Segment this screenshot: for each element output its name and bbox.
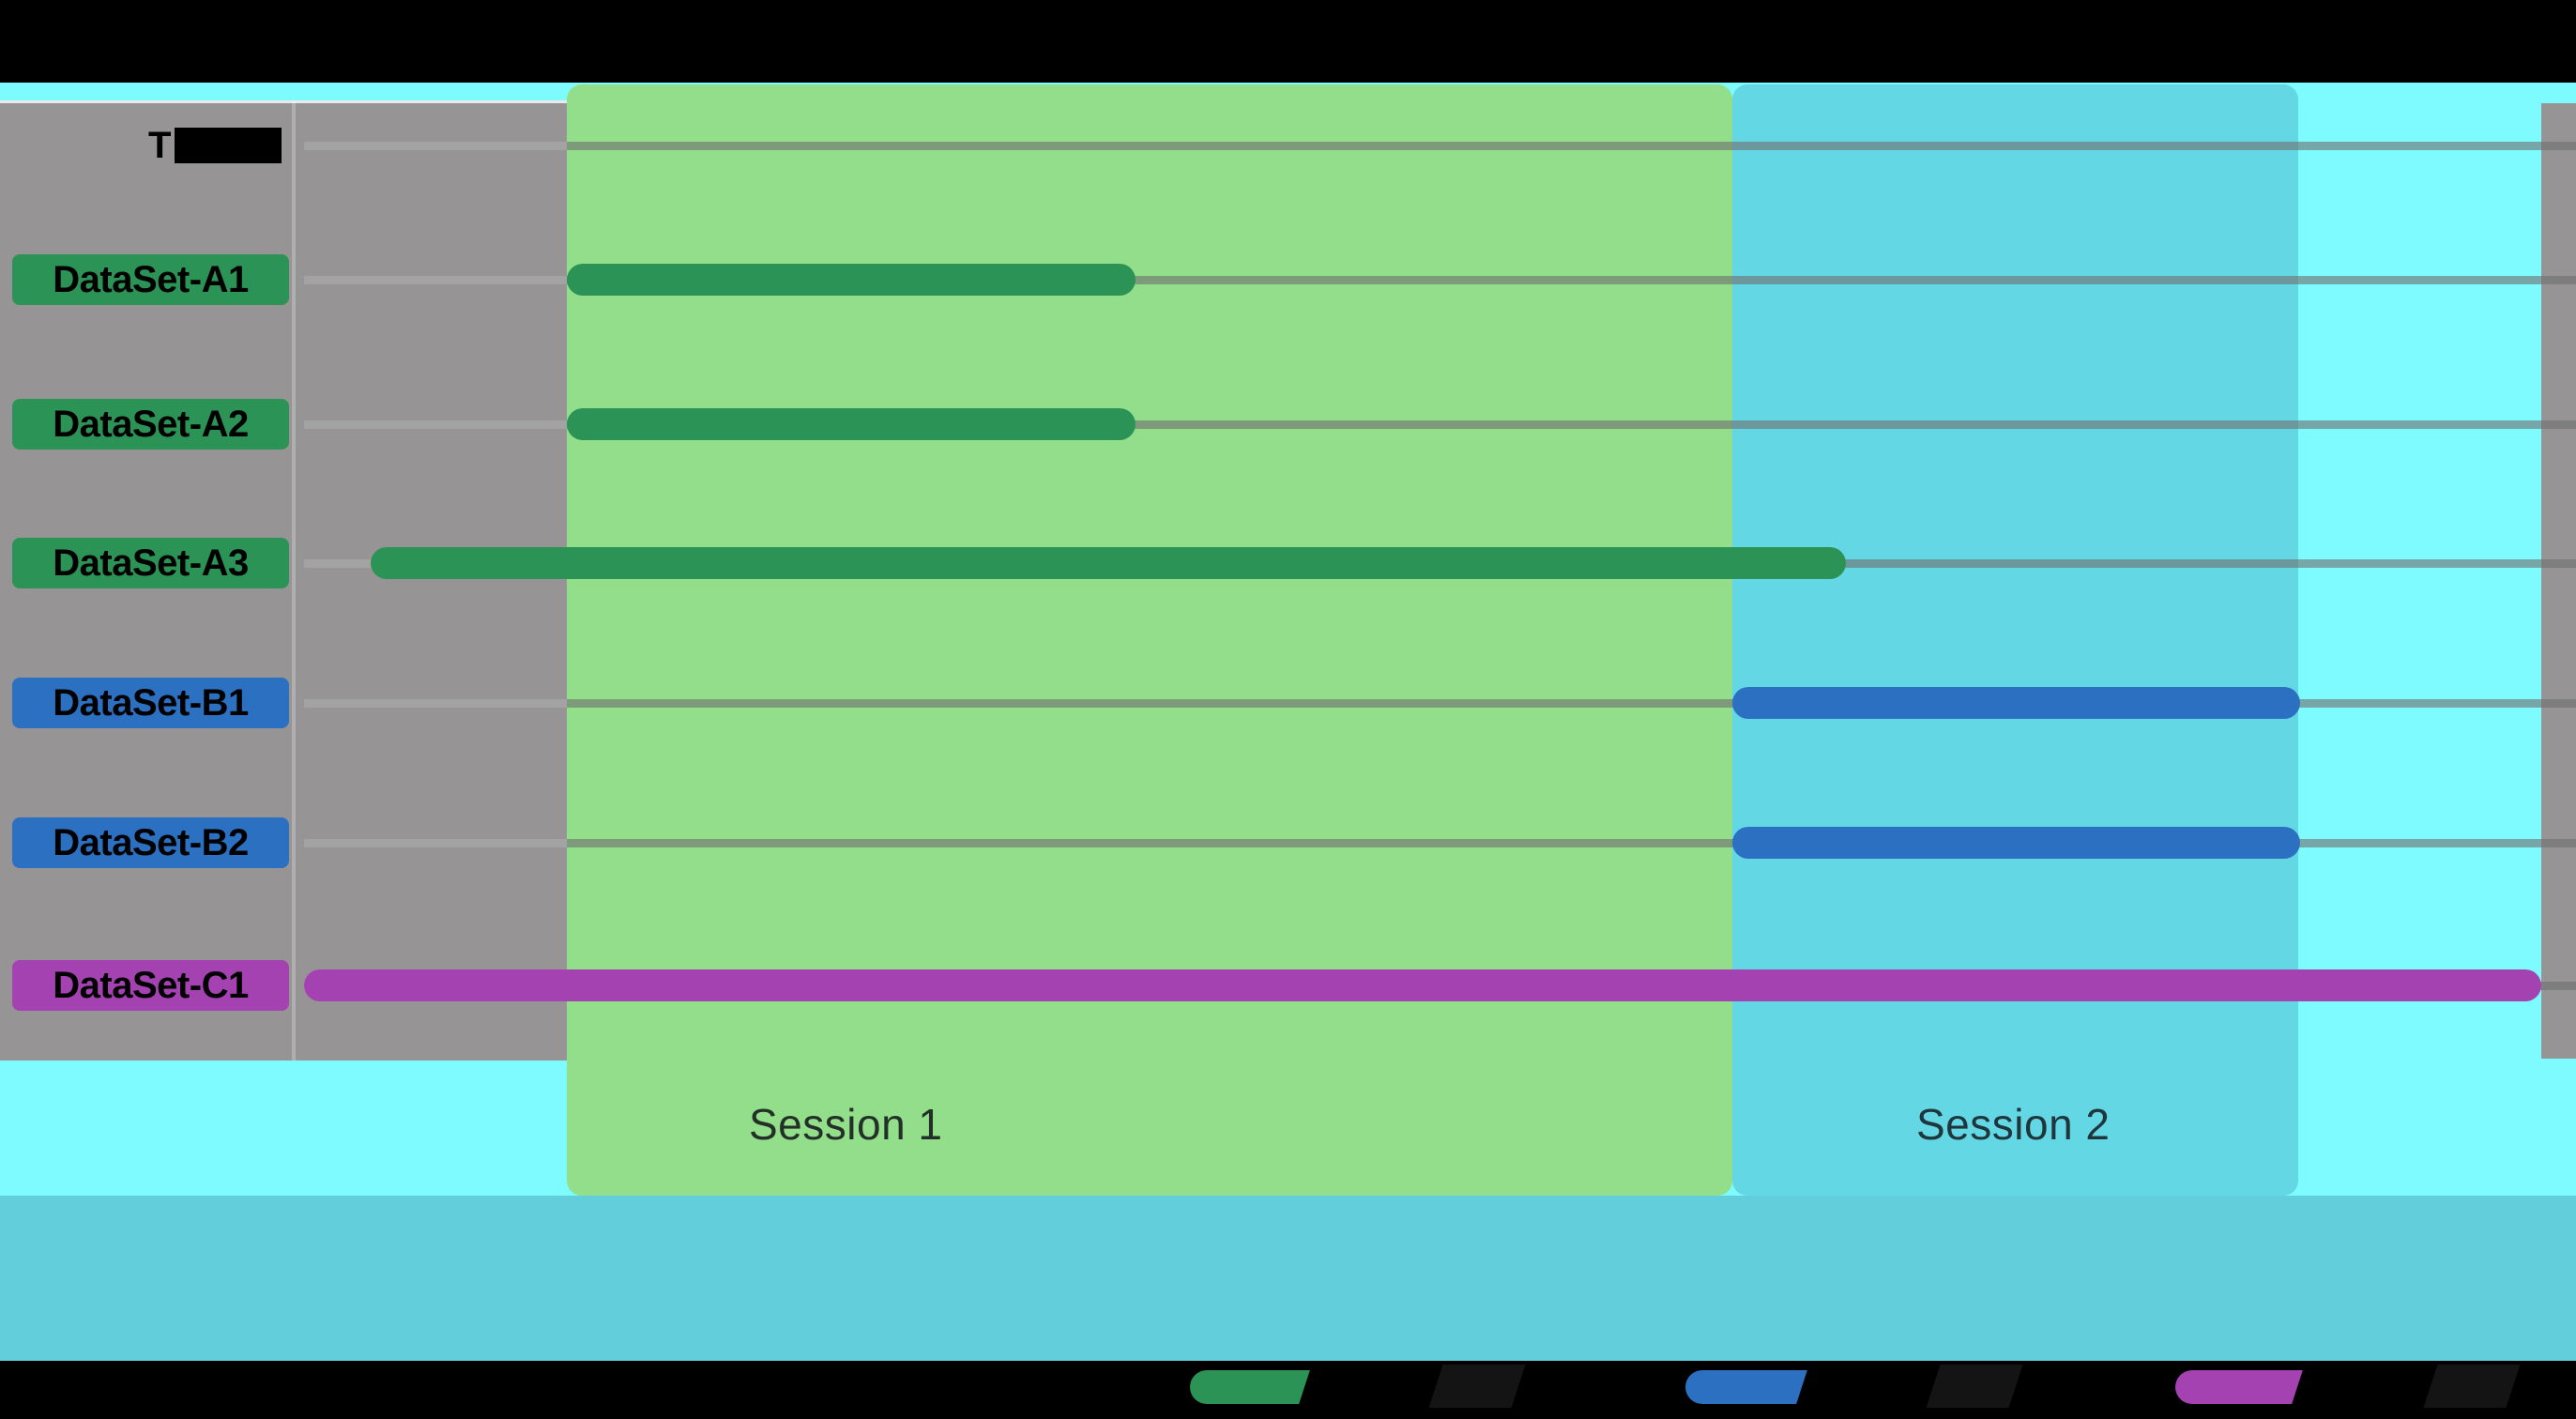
session2-label: Session 2 [1916, 1100, 2111, 1149]
legend-redaction-overlay [1296, 1363, 1435, 1411]
row-track-left [304, 420, 567, 429]
row-label-text: T [148, 124, 171, 166]
row-label: DataSet-C1 [12, 960, 289, 1011]
row-track [567, 276, 2576, 284]
row-track-left [304, 276, 567, 284]
legend-label-redacted [1428, 1365, 1526, 1408]
row-label: DataSet-B2 [12, 817, 289, 868]
session2-panel [1732, 84, 2298, 1196]
row-label-text: DataSet-B2 [53, 821, 249, 863]
row-label: DataSet-A1 [12, 254, 289, 305]
row-label-text: DataSet-A3 [53, 542, 249, 584]
gantt-bar [1732, 827, 2300, 859]
row-track-left [304, 839, 567, 847]
gantt-bar [567, 264, 1136, 296]
legend-label-redacted [1926, 1365, 2023, 1408]
session1-label: Session 1 [749, 1100, 943, 1149]
row-track [567, 839, 2576, 847]
redaction-box [174, 128, 282, 163]
session1-panel [567, 84, 1732, 1196]
footer-cyan-band [0, 1196, 2576, 1361]
row-track-left [304, 699, 567, 708]
legend-label-redacted [2423, 1365, 2521, 1408]
row-label: DataSet-A3 [12, 538, 289, 588]
gantt-bar [304, 969, 2541, 1001]
row-label: T [148, 120, 373, 171]
gantt-bar [371, 547, 1846, 579]
gantt-bar [567, 408, 1136, 440]
row-track [567, 420, 2576, 429]
row-track [567, 142, 2576, 150]
row-label-text: DataSet-B1 [53, 681, 249, 724]
row-label-text: DataSet-A1 [53, 258, 249, 300]
gantt-bar [1732, 687, 2300, 719]
row-track [567, 699, 2576, 708]
row-label-text: DataSet-A2 [53, 403, 249, 445]
legend-redaction-overlay [1793, 1363, 1932, 1411]
legend-redaction-overlay [2289, 1363, 2428, 1411]
row-track-left [304, 142, 567, 150]
row-label: DataSet-B1 [12, 678, 289, 728]
row-label: DataSet-A2 [12, 399, 289, 450]
label-column-divider [292, 100, 296, 1060]
right-gray-strip [2541, 103, 2576, 1059]
row-label-text: DataSet-C1 [53, 964, 249, 1006]
